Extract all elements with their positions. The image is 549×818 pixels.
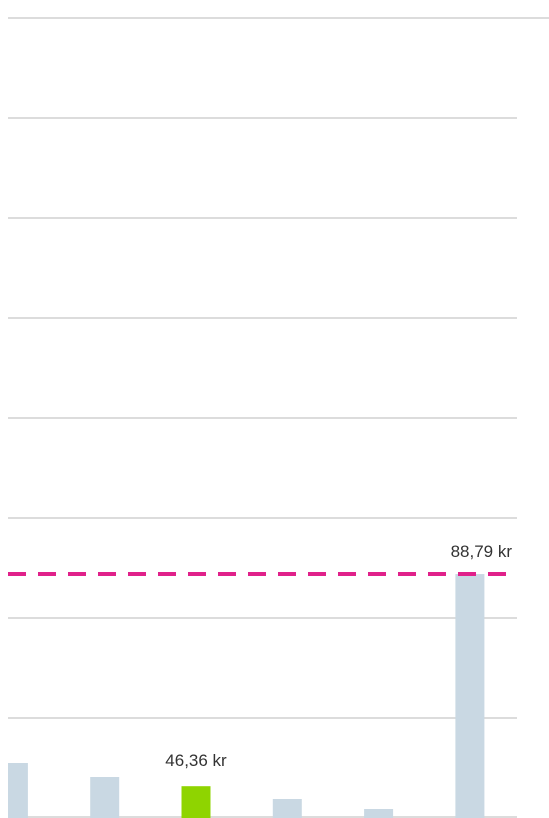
bar bbox=[8, 763, 28, 818]
value-label: 46,36 kr bbox=[165, 751, 227, 770]
reference-label: 88,79 kr bbox=[451, 542, 513, 561]
bar bbox=[90, 777, 120, 818]
bar bbox=[455, 574, 485, 818]
bar bbox=[364, 809, 394, 818]
bar bbox=[181, 786, 211, 818]
bar bbox=[272, 799, 302, 818]
